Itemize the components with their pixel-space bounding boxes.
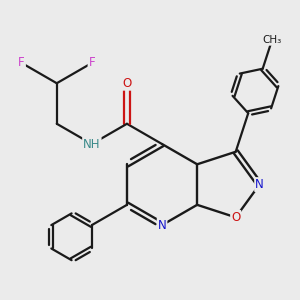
Text: F: F <box>88 56 95 70</box>
Text: N: N <box>255 178 264 191</box>
Text: N: N <box>158 219 167 232</box>
Text: O: O <box>231 211 240 224</box>
Text: CH₃: CH₃ <box>262 35 282 45</box>
Text: O: O <box>122 77 132 90</box>
Text: F: F <box>18 56 25 70</box>
Text: NH: NH <box>83 137 100 151</box>
